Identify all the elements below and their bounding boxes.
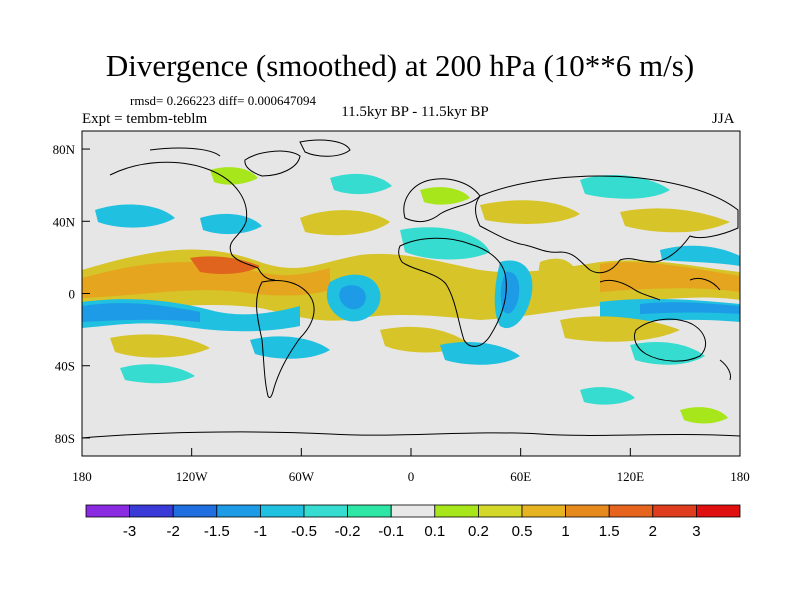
season-label: JJA bbox=[712, 111, 735, 127]
colorbar-label: 3 bbox=[692, 523, 700, 540]
colorbar-swatch bbox=[390, 504, 436, 518]
y-tick-label: 40N bbox=[53, 214, 76, 229]
colorbar-swatch bbox=[216, 504, 261, 518]
colorbar-swatch bbox=[85, 504, 130, 518]
colorbar-swatch bbox=[652, 504, 697, 518]
colorbar-swatch bbox=[259, 504, 305, 518]
colorbar: -3 -2 -1.5 -1 -0.5 -0.2 -0.1 0.1 0.2 0.5 1 1.5 2 3 bbox=[85, 504, 741, 540]
colorbar-label: -0.2 bbox=[335, 523, 361, 540]
colorbar-label: 1.5 bbox=[599, 523, 620, 540]
colorbar-swatch bbox=[565, 504, 610, 518]
y-tick-label: 80N bbox=[53, 142, 76, 157]
colorbar-label: -0.5 bbox=[291, 523, 317, 540]
colorbar-label: 1 bbox=[561, 523, 569, 540]
colorbar-label: -1.5 bbox=[204, 523, 230, 540]
x-tick-label: 120W bbox=[176, 469, 209, 484]
colorbar-label: 0.5 bbox=[512, 523, 533, 540]
chart-title: Divergence (smoothed) at 200 hPa (10**6 … bbox=[105, 48, 695, 83]
x-tick-label: 120E bbox=[617, 469, 645, 484]
colorbar-swatch bbox=[347, 504, 392, 518]
y-tick-label: 0 bbox=[69, 287, 76, 302]
x-tick-label: 180 bbox=[730, 469, 750, 484]
colorbar-swatch bbox=[608, 504, 654, 518]
colorbar-label: 2 bbox=[649, 523, 657, 540]
colorbar-label: 0.2 bbox=[468, 523, 489, 540]
stats-line: rmsd= 0.266223 diff= 0.000647094 bbox=[130, 93, 316, 108]
colorbar-label: -3 bbox=[123, 523, 136, 540]
x-tick-label: 60W bbox=[289, 469, 315, 484]
colorbar-swatch bbox=[129, 504, 174, 518]
x-tick-label: 60E bbox=[510, 469, 531, 484]
colorbar-swatch bbox=[303, 504, 348, 518]
y-tick-label: 40S bbox=[55, 359, 75, 374]
period-label: 11.5kyr BP - 11.5kyr BP bbox=[341, 104, 489, 120]
colorbar-swatch bbox=[696, 504, 741, 518]
colorbar-label: -1 bbox=[254, 523, 267, 540]
colorbar-swatch bbox=[521, 504, 566, 518]
colorbar-label: 0.1 bbox=[424, 523, 445, 540]
divergence-field bbox=[82, 167, 740, 424]
colorbar-swatch bbox=[477, 504, 523, 518]
colorbar-swatch bbox=[434, 504, 479, 518]
y-axis: 80N 40N 0 40S 80S bbox=[53, 142, 90, 446]
coastlines bbox=[82, 139, 740, 439]
x-tick-label: 180 bbox=[72, 469, 92, 484]
colorbar-label: -2 bbox=[167, 523, 180, 540]
colorbar-swatch bbox=[172, 504, 218, 518]
y-tick-label: 80S bbox=[55, 431, 75, 446]
x-axis: 180 120W 60W 0 60E 120E 180 bbox=[72, 448, 750, 484]
colorbar-label: -0.1 bbox=[378, 523, 404, 540]
experiment-label: Expt = tembm-teblm bbox=[82, 111, 208, 127]
x-tick-label: 0 bbox=[408, 469, 415, 484]
